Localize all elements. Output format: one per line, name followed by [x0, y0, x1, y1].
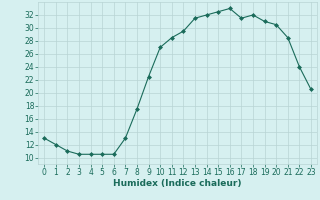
X-axis label: Humidex (Indice chaleur): Humidex (Indice chaleur)	[113, 179, 242, 188]
